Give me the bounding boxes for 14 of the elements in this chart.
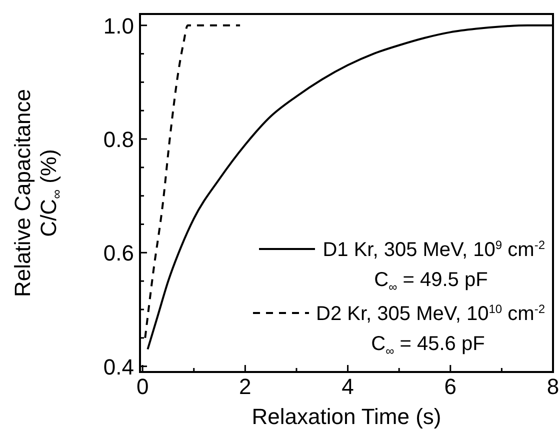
x-tick-label: 8 (546, 374, 559, 399)
x-tick-label: 6 (444, 374, 457, 399)
x-axis-title: Relaxation Time (s) (252, 404, 442, 429)
y-tick-label: 0.4 (103, 354, 134, 380)
annotation: C$_{∞}$ = 49.5 pF (374, 269, 488, 294)
y-tick-label: 0.8 (103, 127, 134, 152)
legend-label: D1 Kr, 305 MeV, 10$^{9}$ cm$^{-2}$ (322, 238, 546, 261)
y-tick-label: 1.0 (103, 13, 134, 38)
y-tick-label: 0.6 (103, 240, 134, 266)
x-tick-label: 2 (239, 374, 252, 399)
x-tick-label: 0 (136, 374, 149, 399)
legend-label: D2 Kr, 305 MeV, 10$^{10}$ cm$^{-2}$ (316, 302, 546, 325)
x-tick-label: 4 (342, 374, 354, 399)
annotation: C$_{∞}$ = 45.6 pF (371, 333, 485, 358)
